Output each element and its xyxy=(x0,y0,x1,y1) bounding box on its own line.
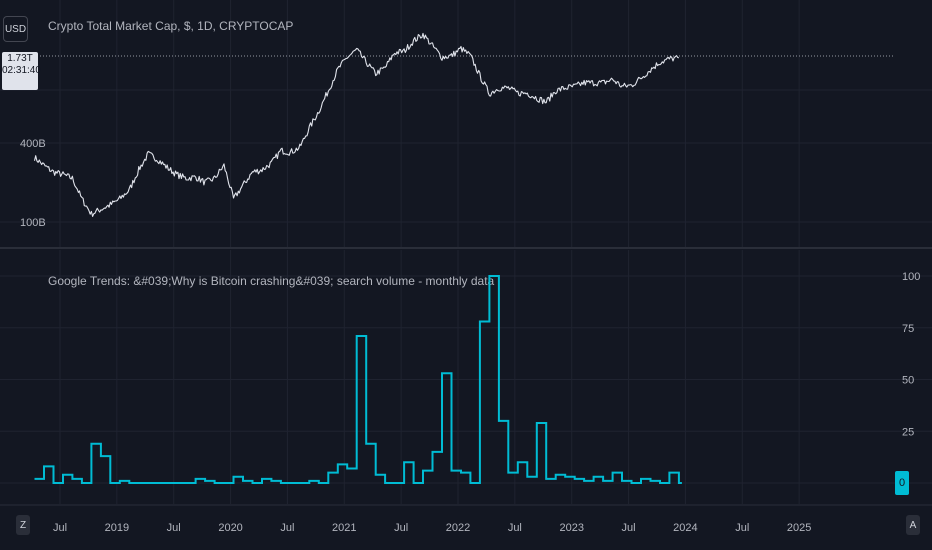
price-panel: Crypto Total Market Cap, $, 1D, CRYPTOCA… xyxy=(0,0,932,247)
currency-button[interactable]: USD xyxy=(3,16,28,42)
x-tick-label: 2024 xyxy=(673,522,697,534)
x-axis-ticks: Jul 2019 Jul 2020 Jul 2021 Jul 2022 Jul 2023 Jul 20… xyxy=(53,522,811,534)
price-tag-value: 1.73T xyxy=(7,53,33,64)
price-tick-100b: 100B xyxy=(20,217,46,229)
trends-y-tick-label: 75 xyxy=(902,323,914,335)
x-tick-label: Jul xyxy=(53,522,67,534)
trends-y-tick-label: 50 xyxy=(902,375,914,387)
trends-y-tick-label: 25 xyxy=(902,426,914,438)
zoom-button[interactable]: Z xyxy=(16,515,30,535)
x-tick-label: 2025 xyxy=(787,522,811,534)
auto-scale-button[interactable]: A xyxy=(906,515,920,535)
trends-chart-title: Google Trends: &#039;Why is Bitcoin cras… xyxy=(48,274,495,288)
price-tick-400b: 400B xyxy=(20,138,46,150)
x-tick-label: Jul xyxy=(735,522,749,534)
current-price-tag: 1.73T 02:31:40 xyxy=(2,52,41,90)
x-tick-label: Jul xyxy=(280,522,294,534)
trends-last-value-tag: 0 xyxy=(895,471,909,495)
trends-y-tick-label: 100 xyxy=(902,271,920,283)
x-tick-label: 2023 xyxy=(559,522,583,534)
trends-panel: Google Trends: &#039;Why is Bitcoin cras… xyxy=(0,250,932,504)
price-tag-time: 02:31:40 xyxy=(2,65,41,76)
x-tick-label: 2019 xyxy=(105,522,129,534)
x-tick-label: Jul xyxy=(394,522,408,534)
x-tick-label: 2022 xyxy=(446,522,470,534)
x-tick-label: Jul xyxy=(167,522,181,534)
price-chart-title: Crypto Total Market Cap, $, 1D, CRYPTOCA… xyxy=(48,19,293,33)
x-tick-label: 2020 xyxy=(218,522,242,534)
x-tick-label: Jul xyxy=(622,522,636,534)
x-tick-label: 2021 xyxy=(332,522,356,534)
search-volume-line xyxy=(34,275,682,484)
x-tick-label: Jul xyxy=(508,522,522,534)
market-cap-line xyxy=(33,32,680,217)
